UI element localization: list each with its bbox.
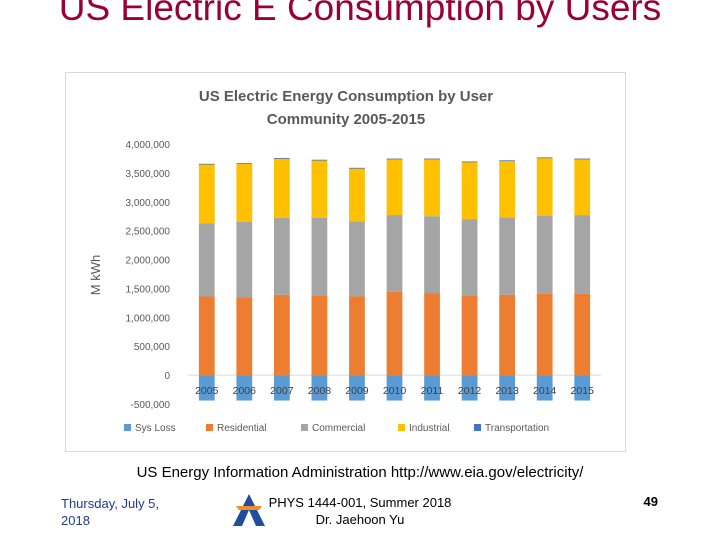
bar-sys-loss-2006: [236, 375, 253, 401]
x-tick-label: 2005: [195, 385, 219, 397]
bar-transportation-2006: [236, 163, 253, 165]
y-tick-label: 2,000,000: [126, 256, 171, 267]
bar-commercial-2015: [574, 215, 591, 294]
slide-title: US Electric E Consumption by Users: [58, 0, 662, 28]
bar-commercial-2013: [499, 217, 516, 295]
bar-residential-2008: [311, 295, 328, 376]
bar-residential-2014: [536, 293, 553, 376]
bar-transportation-2009: [349, 167, 365, 169]
bar-commercial-2005: [198, 223, 215, 297]
legend-label: Sys Loss: [135, 423, 176, 434]
bar-transportation-2008: [311, 159, 328, 161]
bar-commercial-2007: [273, 217, 290, 295]
chart-title-line2: Community 2005-2015: [267, 111, 425, 128]
x-tick-label: 2015: [571, 385, 595, 397]
footer-date: Thursday, July 5, 2018: [61, 496, 160, 528]
y-tick-label: 4,000,000: [126, 140, 171, 151]
bar-residential-2013: [499, 294, 516, 376]
x-tick-label: 2014: [533, 385, 557, 397]
stacked-bar-chart: US Electric Energy Consumption by User C…: [88, 88, 601, 434]
y-axis-label: M kWh: [88, 255, 103, 295]
source-citation: US Energy Information Administration htt…: [136, 464, 584, 481]
bar-sys-loss-2005: [198, 375, 215, 401]
page-number: 49: [643, 494, 658, 509]
bar-commercial-2012: [461, 219, 478, 296]
legend-swatch-residential: [206, 424, 213, 431]
bar-transportation-2015: [574, 158, 591, 160]
x-tick-label: 2006: [233, 385, 257, 397]
bar-sys-loss-2007: [273, 375, 290, 401]
bar-commercial-2011: [424, 216, 440, 294]
bar-transportation-2013: [499, 160, 516, 162]
bar-commercial-2009: [349, 221, 365, 297]
bar-residential-2009: [349, 296, 365, 376]
y-tick-label: 500,000: [134, 342, 171, 353]
bar-industrial-2011: [424, 159, 440, 217]
chart-title-line1: US Electric Energy Consumption by User: [199, 88, 493, 105]
bar-sys-loss-2013: [499, 375, 516, 401]
bar-commercial-2008: [311, 217, 328, 296]
bar-residential-2015: [574, 293, 591, 376]
legend-label: Commercial: [312, 423, 365, 434]
bar-residential-2011: [424, 293, 440, 376]
bar-industrial-2009: [349, 168, 365, 222]
bar-sys-loss-2011: [424, 375, 440, 401]
bar-commercial-2014: [536, 215, 553, 294]
chart-frame: US Electric Energy Consumption by User C…: [65, 72, 626, 452]
footer-instructor: Dr. Jaehoon Yu: [315, 512, 405, 527]
bar-commercial-2006: [236, 222, 253, 298]
y-tick-label: -500,000: [131, 400, 171, 411]
y-tick-label: 0: [164, 371, 170, 382]
bar-transportation-2011: [424, 158, 440, 160]
legend-label: Transportation: [485, 423, 549, 434]
x-tick-label: 2010: [383, 385, 407, 397]
bar-industrial-2007: [273, 158, 290, 218]
y-tick-label: 1,500,000: [126, 284, 171, 295]
bar-sys-loss-2009: [349, 375, 365, 401]
bar-sys-loss-2010: [386, 375, 403, 401]
bar-industrial-2014: [536, 157, 553, 216]
x-tick-label: 2009: [345, 385, 369, 397]
bar-residential-2007: [273, 294, 290, 376]
bar-industrial-2008: [311, 160, 328, 218]
bar-transportation-2012: [461, 161, 478, 163]
x-tick-label: 2011: [421, 385, 444, 397]
bar-industrial-2006: [236, 163, 253, 222]
x-tick-label: 2012: [458, 385, 482, 397]
x-tick-label: 2007: [270, 385, 294, 397]
bar-residential-2012: [461, 295, 478, 376]
bar-residential-2010: [386, 291, 403, 376]
legend-swatch-industrial: [398, 424, 405, 431]
bar-commercial-2010: [386, 215, 403, 292]
bar-industrial-2012: [461, 161, 478, 220]
bar-residential-2006: [236, 297, 253, 376]
bar-transportation-2007: [273, 157, 290, 159]
legend-swatch-commercial: [301, 424, 308, 431]
bar-sys-loss-2008: [311, 375, 328, 401]
x-tick-label: 2008: [308, 385, 332, 397]
bar-sys-loss-2012: [461, 375, 478, 401]
bar-sys-loss-2015: [574, 375, 591, 401]
x-tick-label: 2013: [495, 385, 519, 397]
legend-label: Residential: [217, 423, 266, 434]
y-tick-label: 1,000,000: [126, 313, 171, 324]
bar-industrial-2010: [386, 159, 403, 216]
bar-industrial-2013: [499, 160, 516, 218]
y-tick-label: 3,500,000: [126, 169, 171, 180]
footer-course-name: PHYS 1444-001, Summer 2018: [268, 495, 452, 510]
bar-transportation-2010: [386, 158, 403, 160]
bar-residential-2005: [198, 296, 215, 376]
bar-sys-loss-2014: [536, 375, 553, 401]
bar-transportation-2005: [198, 163, 215, 165]
footer-course: PHYS 1444-001, Summer 2018 Dr. Jaehoon Y…: [250, 494, 470, 528]
legend-label: Industrial: [409, 423, 450, 434]
legend-swatch-sys-loss: [124, 424, 131, 431]
y-tick-label: 2,500,000: [126, 227, 171, 238]
legend-swatch-transportation: [474, 424, 481, 431]
bar-industrial-2015: [574, 159, 591, 216]
bar-industrial-2005: [198, 164, 215, 224]
bar-transportation-2014: [536, 157, 553, 159]
y-tick-label: 3,000,000: [126, 198, 171, 209]
uta-logo-icon: [233, 494, 265, 526]
